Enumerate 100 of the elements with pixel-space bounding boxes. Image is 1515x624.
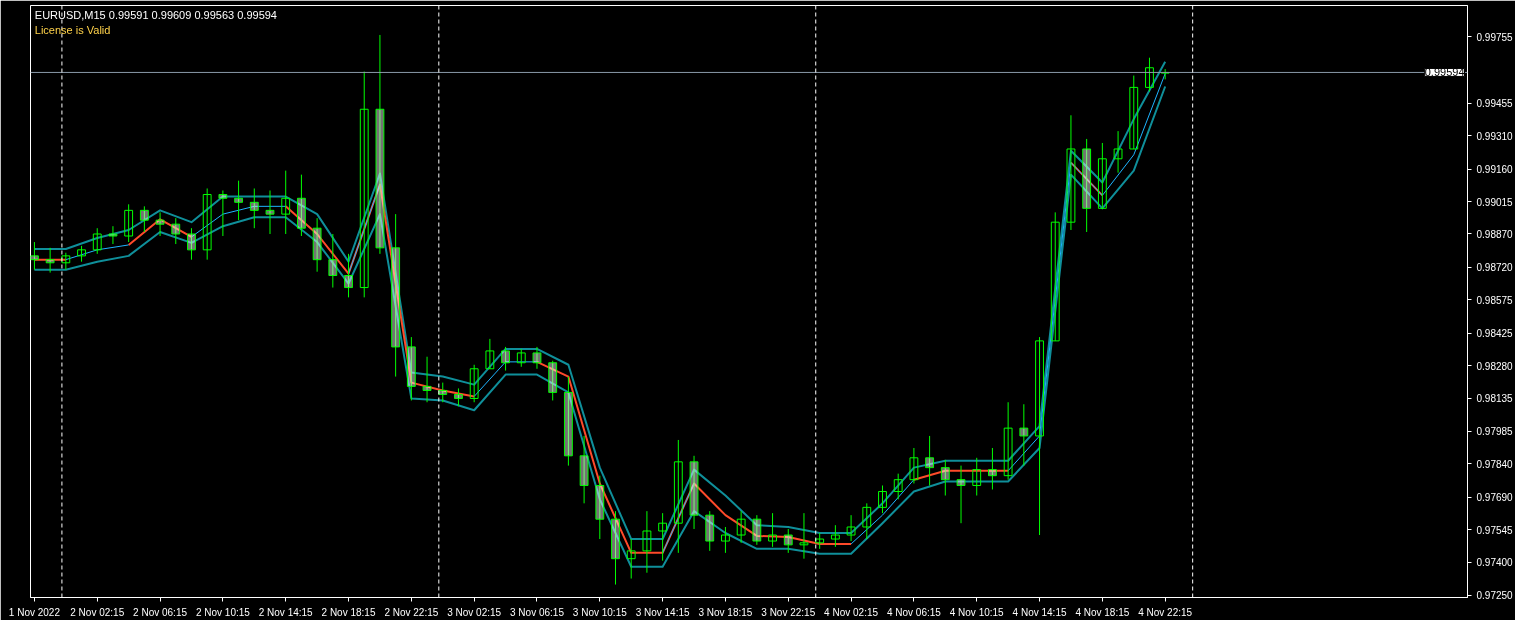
y-tick-label: 0.97250 [1476,590,1514,602]
x-tick-label: 3 Nov 14:15 [635,606,691,618]
candlestick [454,387,463,407]
x-tick-label: 3 Nov 18:15 [698,606,753,618]
candlestick [752,514,762,546]
x-tick-label: 3 Nov 22:15 [761,606,816,618]
y-tick-label: 0.99310 [1476,130,1514,142]
candlestick [218,189,228,237]
candlestick [972,457,982,497]
candlestick [626,538,636,580]
candlestick [799,512,809,560]
y-tick-label: 0.99755 [1476,31,1514,43]
candlestick [1129,75,1139,150]
candlestick [658,512,668,562]
x-tick-label: 2 Nov 02:15 [70,606,125,618]
candlestick [1066,114,1076,231]
candlestick [673,439,683,554]
candlestick [1145,57,1154,92]
candlestick [846,514,856,542]
x-tick-label: 4 Nov 10:15 [949,606,1005,618]
candlestick [1019,403,1029,467]
y-tick-label: 0.98870 [1476,229,1514,240]
candlestick [783,528,793,554]
y-tick-label: 0.97840 [1476,458,1514,470]
y-tick-label: 0.97545 [1476,524,1514,536]
candlestick [249,187,259,229]
candlestick [925,435,935,486]
candlestick [155,211,165,237]
candlestick [768,512,777,548]
annotation: License is Valid [34,23,111,36]
candlestick [1035,336,1044,536]
candlestick [422,356,432,403]
y-tick-label: 0.98135 [1476,393,1514,405]
candlestick [1003,401,1013,481]
candlestick [92,227,102,255]
candlestick [124,203,134,243]
candlestick [202,187,212,261]
x-tick-label: 4 Nov 22:15 [1138,606,1193,618]
candlestick [563,376,573,467]
candlestick [1097,142,1107,209]
candlestick [281,170,291,235]
candlestick [296,174,306,237]
candlestick [406,336,416,401]
candlestick [328,233,338,289]
candlestick [312,217,322,273]
y-tick-label: 0.98280 [1476,360,1514,372]
candlestick [878,484,887,514]
candlestick [988,447,997,490]
candlestick [45,247,55,274]
x-tick-label: 2 Nov 10:15 [195,606,251,618]
candlestick [548,360,558,401]
candlestick [721,526,730,554]
candlestick [391,213,401,378]
candlestick [265,189,275,235]
candlestick [359,71,369,298]
y-tick-label: 0.98720 [1476,262,1514,274]
candlestick [956,465,966,524]
candlestick [375,34,385,255]
candlestick [940,459,950,497]
candlestick [344,253,353,298]
candlestick [469,364,479,403]
chart-title: EURUSD,M15 0.99591 0.99609 0.99563 0.99594 [34,8,277,21]
candlestick [438,382,448,403]
x-tick-label: 4 Nov 18:15 [1075,606,1130,618]
candlestick [1082,138,1092,233]
x-tick-label: 4 Nov 06:15 [886,606,942,618]
y-tick-label: 0.97400 [1476,557,1514,569]
x-tick-label: 2 Nov 14:15 [258,606,314,618]
candlestick [893,473,903,500]
x-tick-label: 4 Nov 02:15 [824,606,879,618]
y-tick-label: 0.99160 [1476,164,1514,176]
candlestick [532,346,542,370]
candlestick [1113,130,1123,174]
x-tick-label: 4 Nov 14:15 [1012,606,1067,618]
candlestick [595,475,605,540]
candlestick [30,241,39,271]
candlestick [485,338,495,370]
x-tick-label: 2 Nov 22:15 [384,606,439,618]
candlestick [171,217,181,245]
y-tick-label: 0.97985 [1476,426,1514,438]
candlestick [1050,211,1060,342]
candlestick [736,510,746,544]
ref-line-label: 0.99594 [1424,66,1465,79]
candlestick [187,227,196,261]
x-tick-label: 2 Nov 18:15 [321,606,376,618]
candlestick [579,435,589,504]
candlestick [234,180,244,221]
x-tick-label: 3 Nov 02:15 [447,606,502,618]
y-tick-label: 0.98575 [1476,294,1514,306]
candlestick [139,205,149,233]
candlestick [689,455,699,530]
y-tick-label: 0.97690 [1476,492,1514,504]
candlestick [862,502,872,540]
x-tick-label: 2 Nov 06:15 [133,606,188,618]
y-tick-label: 0.99015 [1476,196,1514,208]
candlestick [642,510,652,574]
x-tick-label: 1 Nov 2022 [8,606,61,618]
candlestick [909,447,919,484]
y-tick-label: 0.98425 [1476,328,1514,340]
candlestick [108,225,118,245]
